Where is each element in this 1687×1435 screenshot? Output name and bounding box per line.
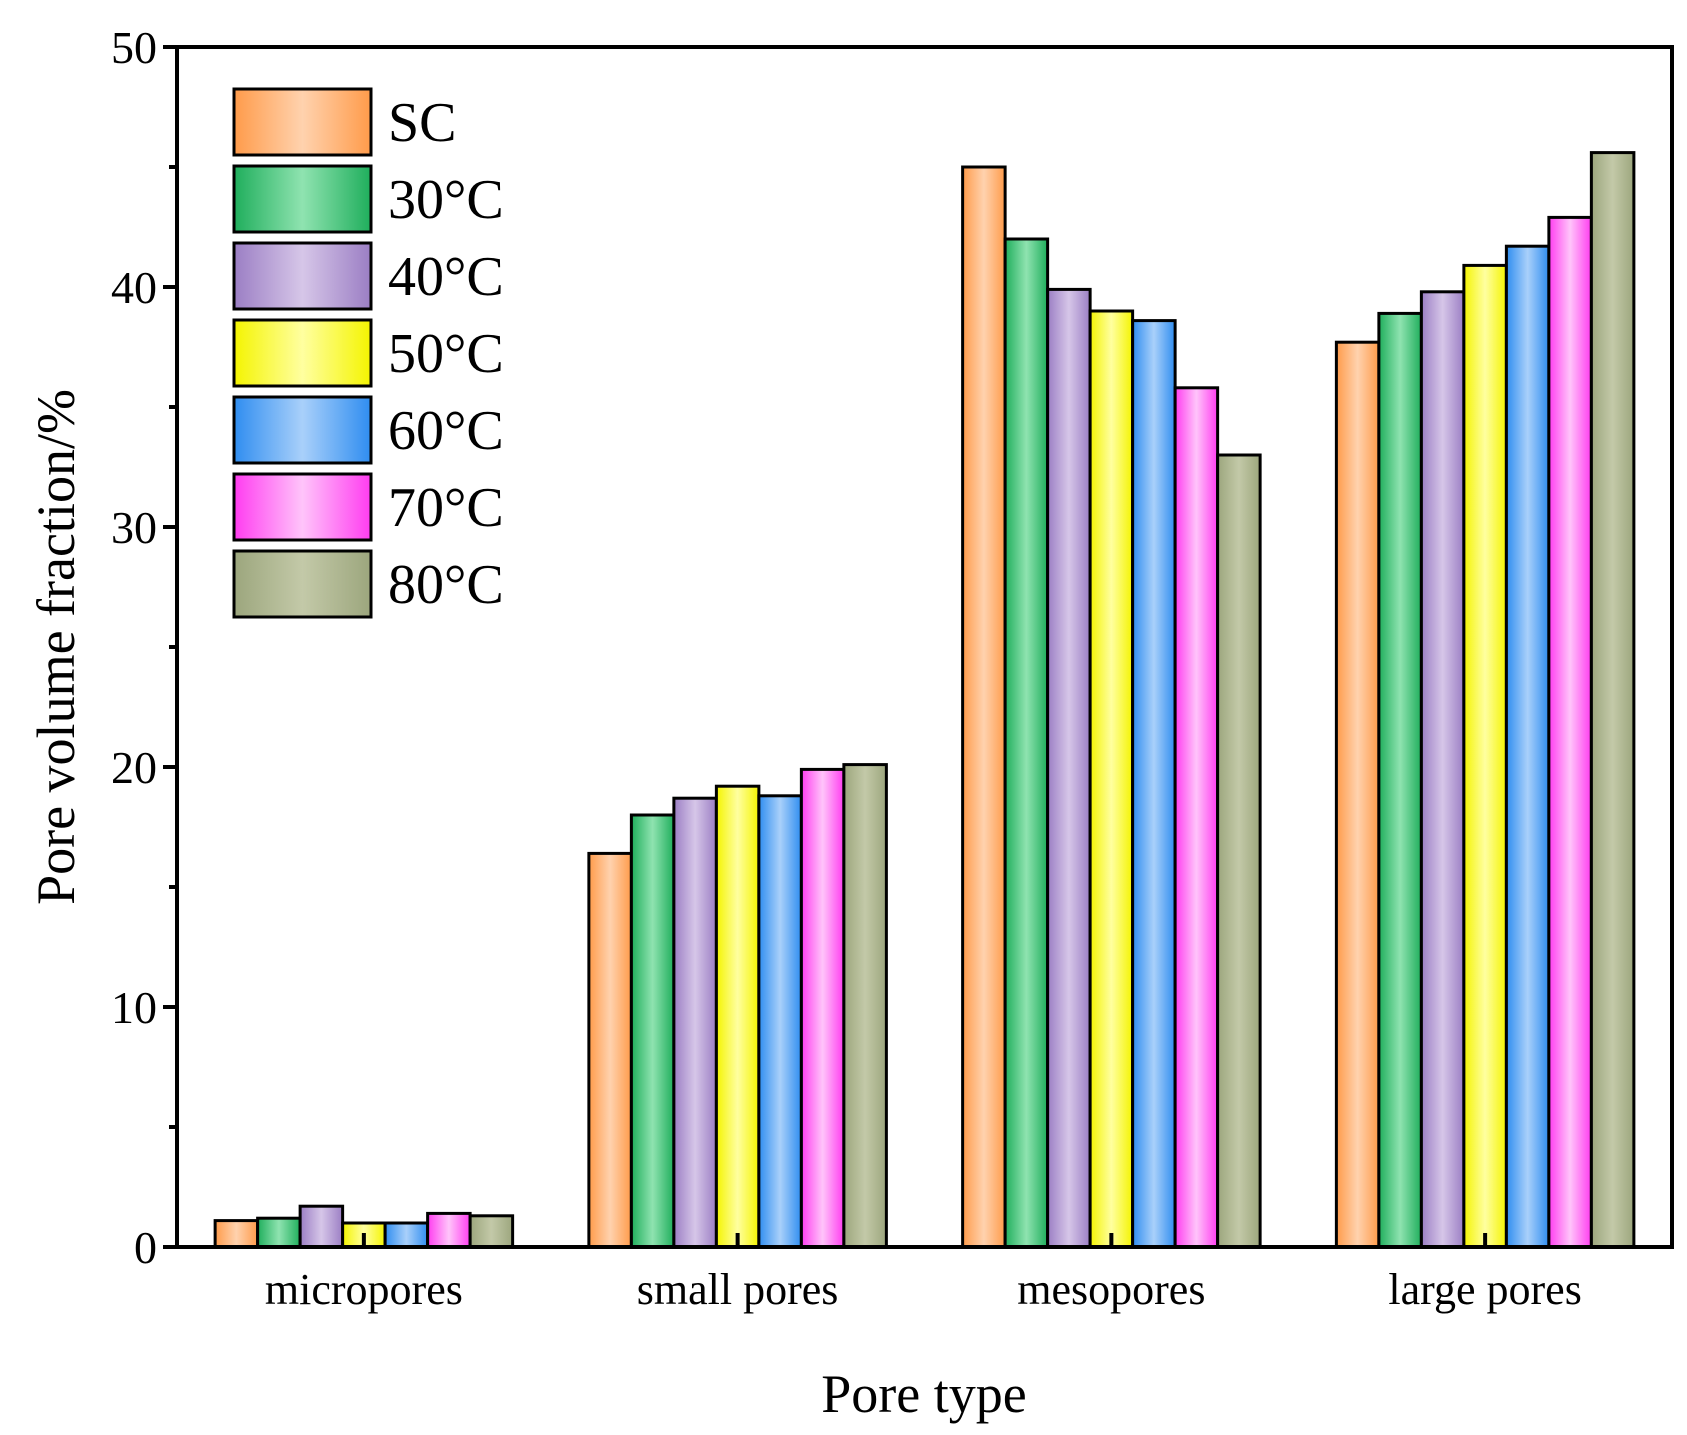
bar-small-pores-60c (757, 794, 803, 1249)
bar-small-pores-sc (587, 851, 633, 1249)
legend-swatch-40c (232, 241, 373, 311)
legend-swatch-60c (232, 395, 373, 465)
legend-label-30c: 30°C (388, 169, 504, 231)
legend-swatch-30c (232, 164, 373, 234)
bar-mesopores-70c (1173, 386, 1220, 1249)
x-tick-label-small-pores: small pores (637, 1265, 839, 1314)
bar-mesopores-sc (961, 165, 1007, 1249)
bar-large-pores-40c (1419, 290, 1466, 1249)
legend-label-50c: 50°C (388, 323, 504, 385)
bar-small-pores-40c (672, 796, 718, 1249)
legend-label-sc: SC (388, 92, 457, 154)
legend-label-40c: 40°C (388, 246, 504, 308)
y-axis-title: Pore volume fraction/% (26, 389, 86, 905)
bar-mesopores-30c (1003, 237, 1050, 1249)
bar-micropores-30c (256, 1216, 302, 1249)
bar-micropores-60c (383, 1221, 430, 1249)
x-axis: micropores small pores mesopores large pore… (265, 1233, 1582, 1314)
bar-micropores-80c (468, 1214, 515, 1249)
y-tick-label: 20 (111, 742, 157, 793)
x-tick-label-large-pores: large pores (1388, 1265, 1581, 1314)
legend-swatch-70c (232, 472, 373, 542)
bar-large-pores-30c (1377, 311, 1423, 1249)
y-tick-label: 10 (111, 982, 157, 1033)
bar-large-pores-80c (1589, 151, 1636, 1249)
bar-mesopores-80c (1216, 453, 1262, 1249)
bar-large-pores-60c (1504, 244, 1551, 1249)
y-axis: 0 10 20 30 40 50 (111, 22, 177, 1273)
bar-large-pores-70c (1547, 215, 1593, 1249)
legend-label-80c: 80°C (388, 554, 504, 616)
bar-mesopores-60c (1131, 319, 1177, 1249)
x-tick-label-micropores: micropores (265, 1265, 463, 1314)
bar-micropores-70c (426, 1211, 472, 1249)
legend-label-60c: 60°C (388, 400, 504, 462)
bar-small-pores-80c (842, 763, 888, 1249)
legend: SC 30°C 40°C 50°C 60°C 70°C 80°C (232, 87, 504, 619)
y-tick-label: 50 (111, 22, 157, 73)
x-tick-label-mesopores: mesopores (1017, 1265, 1205, 1314)
bar-micropores-sc (213, 1219, 260, 1249)
x-axis-title: Pore type (821, 1364, 1026, 1424)
bar-mesopores-50c (1088, 309, 1135, 1249)
legend-label-70c: 70°C (388, 477, 504, 539)
y-tick-label: 0 (134, 1222, 157, 1273)
bar-mesopores-40c (1046, 287, 1092, 1249)
bar-large-pores-50c (1462, 263, 1508, 1249)
legend-swatch-80c (232, 549, 373, 619)
bar-small-pores-50c (714, 784, 761, 1249)
legend-swatch-sc (232, 87, 373, 157)
bar-micropores-40c (298, 1204, 345, 1249)
bar-small-pores-30c (629, 813, 676, 1249)
bar-group (213, 151, 1636, 1249)
y-tick-label: 40 (111, 262, 157, 313)
bar-large-pores-sc (1334, 340, 1381, 1249)
legend-swatch-50c (232, 318, 373, 388)
bar-small-pores-70c (799, 767, 846, 1249)
y-tick-label: 30 (111, 502, 157, 553)
